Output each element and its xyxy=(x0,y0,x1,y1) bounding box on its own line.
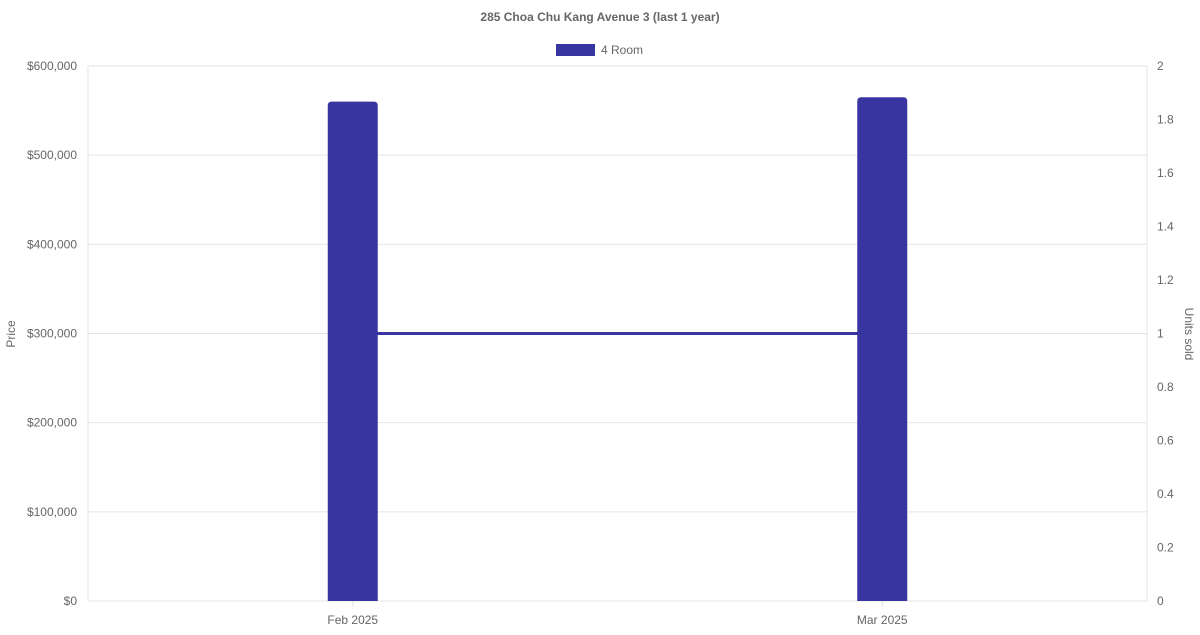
y2-tick-label: 0.6 xyxy=(1157,434,1174,448)
bar-feb-2025 xyxy=(327,101,378,602)
y2-tick-label: 1 xyxy=(1157,327,1164,341)
chart-title: 285 Choa Chu Kang Avenue 3 (last 1 year) xyxy=(480,10,719,24)
y2-tick-label: 0.4 xyxy=(1157,487,1174,501)
y2-tick-label: 1.2 xyxy=(1157,273,1174,287)
y2-tick-label: 1.4 xyxy=(1157,220,1174,234)
y-tick-label: $400,000 xyxy=(27,237,77,251)
y-tick-label: $200,000 xyxy=(27,416,77,430)
y2-tick-label: 0.8 xyxy=(1157,380,1174,394)
x-tick-label: Mar 2025 xyxy=(857,613,908,627)
legend[interactable]: 4 Room xyxy=(556,43,643,57)
y2-tick-label: 1.6 xyxy=(1157,166,1174,180)
y2-tick-label: 2 xyxy=(1157,59,1164,73)
x-tick-label: Feb 2025 xyxy=(327,613,378,627)
y-tick-label: $600,000 xyxy=(27,59,77,73)
y2-tick-label: 0.2 xyxy=(1157,541,1174,555)
y2-tick-label: 1.8 xyxy=(1157,113,1174,127)
y2-axis-label: Units sold xyxy=(1182,308,1196,361)
y-tick-label: $300,000 xyxy=(27,327,77,341)
y-tick-label: $500,000 xyxy=(27,148,77,162)
y-axis-label: Price xyxy=(4,320,18,348)
legend-swatch xyxy=(556,44,595,56)
y-tick-label: $0 xyxy=(64,594,78,608)
y2-tick-label: 0 xyxy=(1157,594,1164,608)
legend-label: 4 Room xyxy=(601,43,643,57)
bar-mar-2025 xyxy=(857,97,908,601)
y-tick-label: $100,000 xyxy=(27,505,77,519)
